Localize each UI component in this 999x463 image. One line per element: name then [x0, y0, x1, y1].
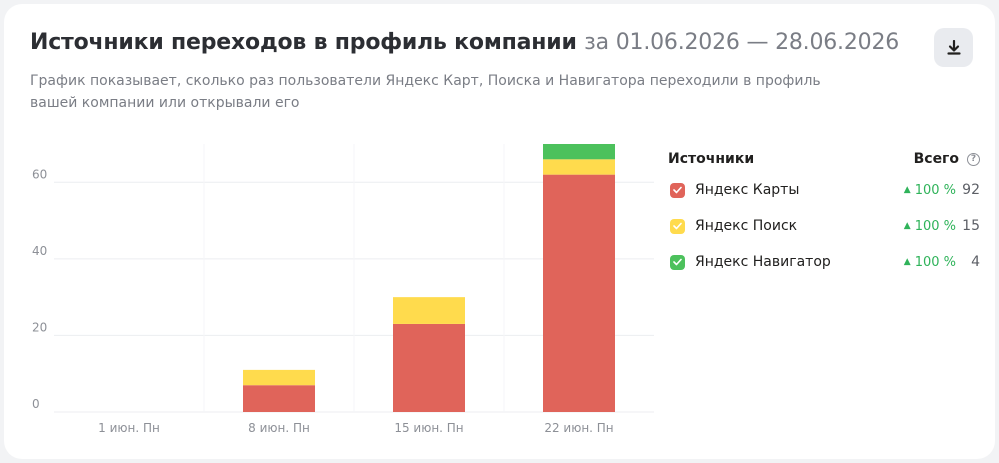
- checkbox-icon[interactable]: [670, 254, 685, 270]
- legend-item-3[interactable]: Яндекс Навигатор ▲ 100 % 4: [668, 244, 980, 280]
- x-tick-label: 15 июн. Пн: [394, 421, 463, 435]
- y-tick-label: 20: [32, 320, 47, 334]
- x-tick-label: 22 июн. Пн: [544, 421, 613, 435]
- y-tick-label: 40: [32, 244, 47, 258]
- card-subtitle: График показывает, сколько раз пользоват…: [30, 73, 821, 111]
- legend-item-name: Яндекс Поиск: [695, 218, 798, 234]
- y-tick-label: 60: [32, 167, 47, 181]
- legend-item-total: 15: [962, 218, 980, 234]
- bar-segment[interactable]: [543, 144, 615, 160]
- bar-segment[interactable]: [243, 385, 315, 412]
- sources-card: Источники переходов в профиль компании з…: [4, 4, 995, 459]
- checkbox-icon[interactable]: [670, 218, 685, 234]
- card-title: Источники переходов в профиль компании з…: [30, 30, 899, 55]
- growth-up-icon: ▲: [903, 257, 911, 267]
- download-button[interactable]: [934, 28, 973, 67]
- legend-header: Источники Всего ?: [668, 146, 980, 172]
- title-text: Источники переходов в профиль компании: [30, 30, 577, 55]
- legend-item-total: 4: [971, 254, 980, 270]
- y-tick-label: 0: [32, 397, 40, 411]
- x-tick-label: 1 июн. Пн: [98, 421, 160, 435]
- download-icon: [946, 40, 961, 55]
- legend-item-1[interactable]: Яндекс Карты ▲ 100 % 92: [668, 172, 980, 208]
- title-period: за 01.06.2026 — 28.06.2026: [584, 30, 900, 55]
- legend-item-total: 92: [962, 182, 980, 198]
- legend-total-header: Всего ?: [914, 151, 980, 167]
- legend-total-label: Всего: [913, 151, 959, 167]
- growth-up-icon: ▲: [903, 221, 911, 231]
- bar-segment[interactable]: [243, 369, 315, 386]
- help-icon[interactable]: ?: [967, 152, 980, 166]
- bar-segment[interactable]: [393, 297, 465, 324]
- growth-up-icon: ▲: [903, 185, 911, 195]
- legend: Источники Всего ? Яндекс Карты ▲ 100 % 92 Ян…: [668, 146, 980, 280]
- x-tick-label: 8 июн. Пн: [248, 421, 310, 435]
- bar-segment[interactable]: [543, 159, 615, 175]
- legend-item-growth: 100 %: [914, 182, 956, 198]
- bar-segment[interactable]: [543, 174, 615, 412]
- sources-bar-chart: 0 20 40 60 1 июн. Пн 8 июн. Пн 15 июн. Пн 22 ию…: [32, 144, 654, 435]
- legend-item-name: Яндекс Навигатор: [695, 254, 831, 270]
- legend-item-name: Яндекс Карты: [695, 182, 800, 198]
- legend-item-growth: 100 %: [914, 254, 956, 270]
- legend-item-2[interactable]: Яндекс Поиск ▲ 100 % 15: [668, 208, 980, 244]
- legend-item-growth: 100 %: [914, 218, 956, 234]
- legend-title: Источники: [668, 151, 755, 167]
- checkbox-icon[interactable]: [670, 182, 685, 198]
- bar-segment[interactable]: [393, 323, 465, 412]
